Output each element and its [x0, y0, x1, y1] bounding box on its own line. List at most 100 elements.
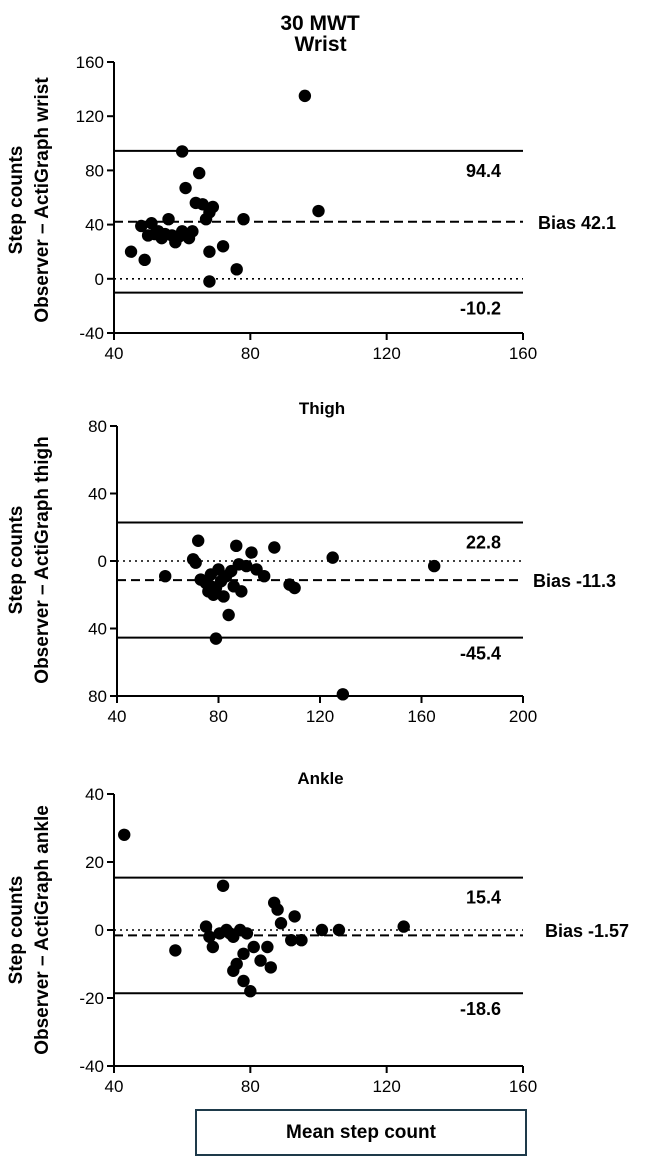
y-tick-label: 80 [88, 687, 107, 706]
data-point [245, 546, 258, 559]
chart-panel-thigh: Thigh Step counts Observer – ActiGraph thi… [6, 399, 616, 726]
y-tick-label: 40 [85, 216, 104, 235]
y-tick-label: 40 [88, 620, 107, 639]
data-point [138, 253, 151, 267]
data-point [427, 559, 441, 573]
data-point [336, 688, 350, 701]
data-point [237, 974, 250, 988]
lower-loa-label: -45.4 [460, 644, 501, 664]
y-tick-label: 0 [98, 552, 107, 571]
data-point [193, 166, 206, 180]
y-tick-label: 80 [85, 161, 104, 180]
lower-loa-label: -10.2 [460, 299, 501, 319]
figure-title: 30 MWT [280, 12, 360, 35]
data-point [261, 940, 274, 954]
data-point [271, 903, 284, 916]
data-point [206, 940, 220, 954]
x-tick-label: 120 [372, 1077, 400, 1096]
y-tick-label: 160 [76, 53, 104, 72]
data-point [118, 828, 131, 841]
x-tick-label: 40 [108, 707, 127, 726]
y-tick-label: 20 [85, 853, 104, 872]
data-point [274, 917, 288, 930]
y-axis-label: Observer – ActiGraph thigh [32, 436, 53, 683]
chart-title: Ankle [297, 769, 343, 788]
x-tick-label: 160 [509, 344, 537, 363]
data-point [268, 541, 281, 554]
data-point [315, 923, 329, 937]
x-tick-label: 160 [509, 1077, 537, 1096]
x-tick-label: 120 [372, 344, 400, 363]
data-point [244, 985, 257, 998]
chart-panel-ankle: Ankle Step counts Observer – ActiGraph ank… [6, 769, 629, 1096]
x-tick-label: 80 [241, 1077, 260, 1096]
data-point [222, 608, 235, 622]
data-point [145, 217, 158, 230]
upper-loa-label: 22.8 [466, 533, 501, 553]
data-point [254, 954, 267, 967]
y-tick-label: -40 [79, 1057, 104, 1076]
data-point [216, 240, 230, 253]
data-point [240, 559, 253, 573]
y-axis-label: Observer – ActiGraph ankle [32, 805, 53, 1055]
data-point [312, 204, 325, 218]
y-tick-label: 0 [95, 270, 104, 289]
upper-loa-label: 94.4 [466, 161, 501, 181]
data-point [217, 590, 230, 603]
data-point [326, 551, 339, 564]
data-point [257, 569, 271, 583]
data-point [216, 879, 230, 892]
data-point [230, 957, 243, 971]
data-point [186, 225, 199, 238]
y-tick-label: 80 [88, 417, 107, 436]
data-point [247, 940, 260, 954]
y-tick-label: 40 [88, 485, 107, 504]
data-point [189, 556, 202, 569]
data-point [237, 212, 250, 226]
x-tick-label: 120 [306, 707, 334, 726]
y-tick-label: 40 [85, 785, 104, 804]
x-tick-label: 160 [407, 707, 435, 726]
bias-label: Bias -11.3 [533, 571, 616, 591]
data-point [196, 198, 209, 211]
y-tick-label: -20 [79, 989, 104, 1008]
data-point [203, 245, 216, 258]
data-point [162, 212, 175, 226]
data-point [235, 585, 248, 598]
data-point [175, 145, 189, 158]
data-point [206, 200, 220, 214]
data-point [199, 920, 213, 933]
data-point [192, 534, 205, 547]
x-tick-label: 200 [509, 707, 537, 726]
chart-title: Wrist [294, 33, 346, 56]
data-point [179, 181, 192, 195]
bias-label: Bias -1.57 [545, 921, 629, 941]
data-point [298, 89, 312, 103]
data-point [203, 930, 216, 943]
y-tick-label: 0 [95, 921, 104, 940]
bias-label: Bias 42.1 [538, 213, 616, 233]
data-point [397, 920, 410, 933]
x-tick-label: 40 [105, 344, 124, 363]
data-point [264, 961, 277, 974]
y-axis-label: Observer – ActiGraph wrist [32, 77, 53, 323]
data-point [288, 581, 301, 595]
chart-panel-wrist: Wrist Step counts Observer – ActiGraph wri… [6, 33, 616, 363]
data-point [169, 944, 182, 957]
data-point [203, 275, 216, 288]
chart-title: Thigh [299, 399, 345, 418]
data-point [288, 910, 301, 923]
y-tick-label: 120 [76, 107, 104, 126]
data-point [332, 923, 346, 937]
data-point [237, 947, 250, 960]
data-point [135, 219, 148, 233]
data-point [285, 934, 298, 947]
data-point [124, 245, 138, 258]
y-tick-label: -40 [79, 324, 104, 343]
y-axis-label: Step counts [6, 146, 27, 255]
upper-loa-label: 15.4 [466, 888, 501, 908]
y-axis-label: Step counts [6, 506, 27, 615]
x-tick-label: 80 [209, 707, 228, 726]
lower-loa-label: -18.6 [460, 999, 501, 1019]
